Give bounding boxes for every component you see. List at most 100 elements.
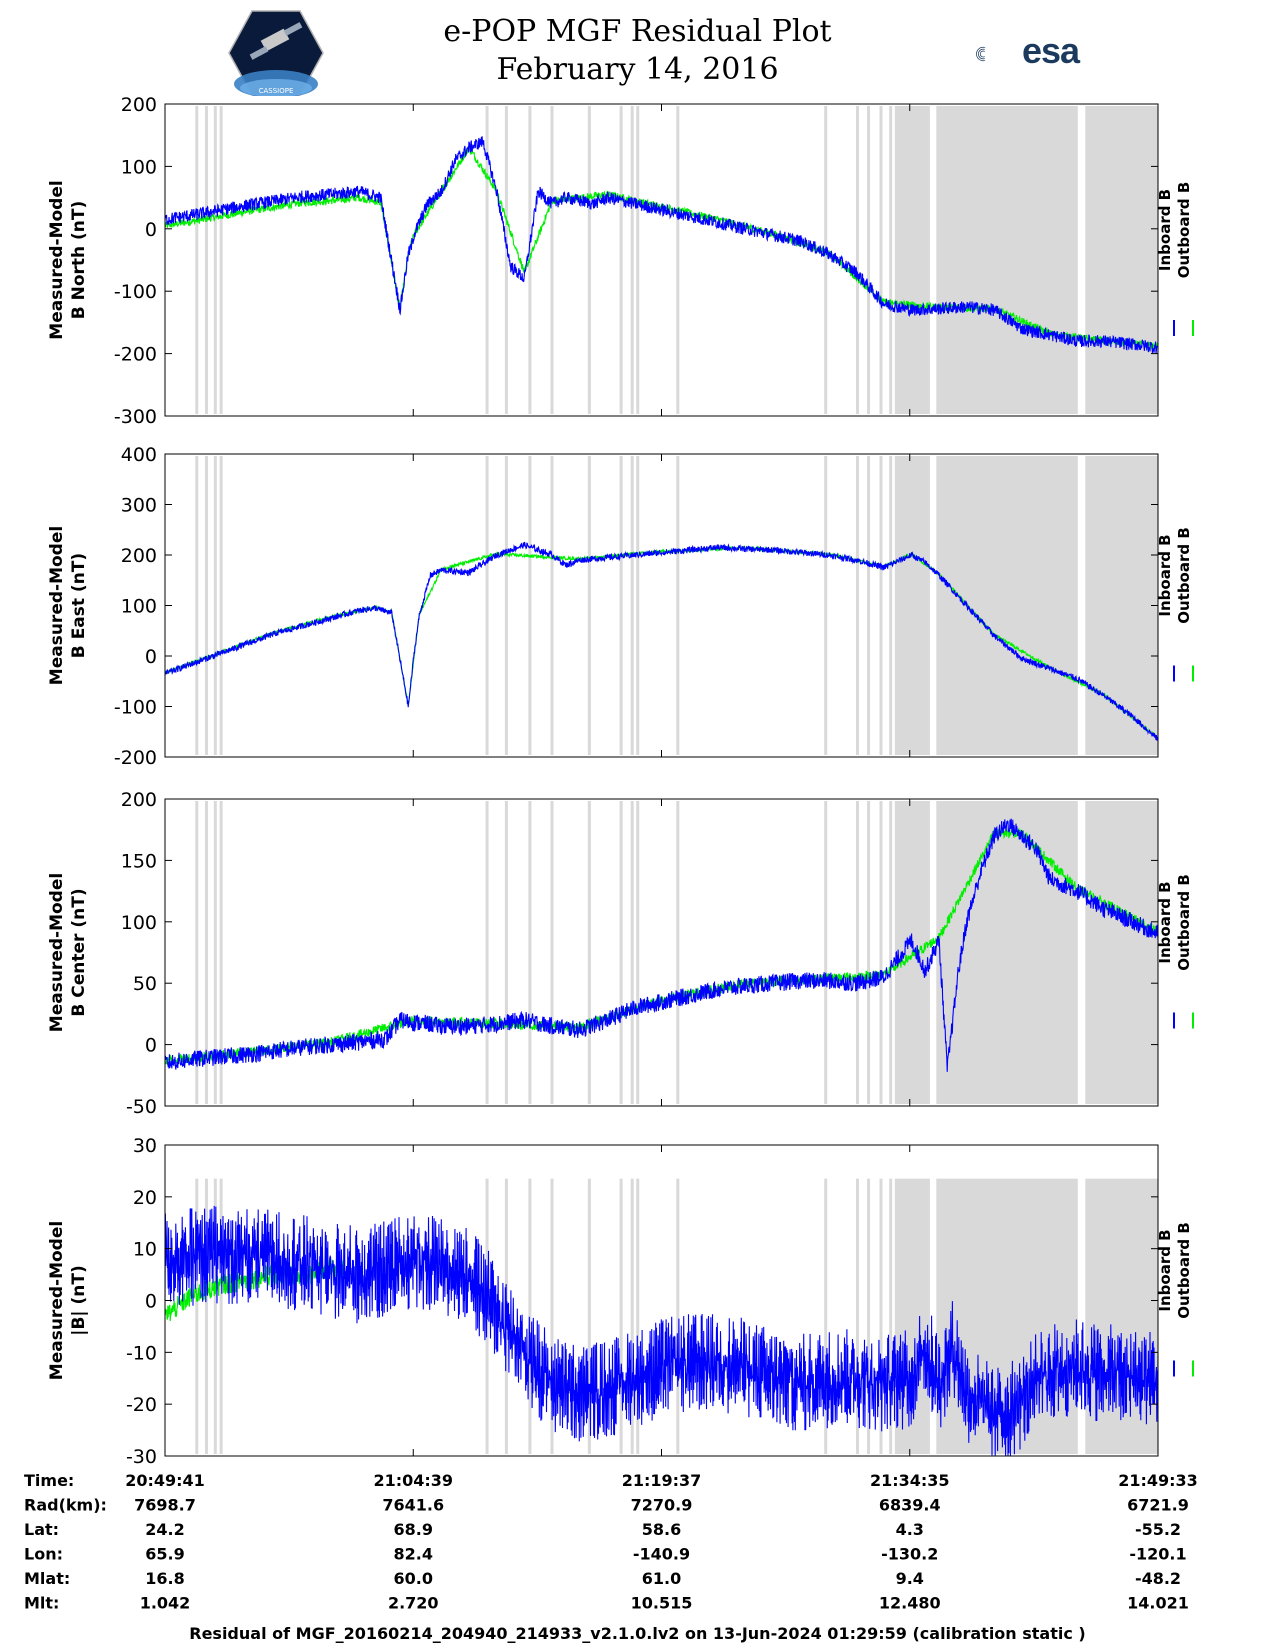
info-cell: 7270.9 [631,1496,693,1515]
gap-region [1085,106,1158,414]
legend-inboard-label: Inboard B [1156,881,1174,963]
y-tick-label: -200 [114,747,157,769]
gap-bar [504,456,508,755]
gap-bar [630,456,634,755]
chart-title: e-POP MGF Residual Plot [443,14,832,49]
y-axis-label-line2: |B| (nT) [69,1265,89,1336]
y-tick-label: 0 [145,1291,157,1313]
gap-bar [485,801,489,1104]
info-cell: 16.8 [145,1569,184,1588]
gap-bar [195,1178,199,1454]
gap-bar [676,456,680,755]
y-tick-label: 20 [133,1187,157,1209]
gap-bar [204,1178,208,1454]
gap-bar [504,801,508,1104]
gap-region [894,456,930,755]
gap-bar [856,801,860,1104]
gap-bar [219,456,223,755]
gap-bar [636,1178,640,1454]
legend-outboard-label: Outboard B [1175,874,1193,971]
info-cell: 4.3 [896,1520,924,1539]
y-tick-label: 200 [121,94,157,116]
gap-bar [619,801,623,1104]
gap-region [936,801,1078,1104]
y-tick-label: 200 [121,545,157,567]
footer-caption: Residual of MGF_20160214_204940_214933_v… [189,1624,1086,1643]
info-cell: 21:19:37 [622,1471,702,1490]
info-cell: 9.4 [896,1569,924,1588]
gap-bar [619,456,623,755]
gap-bar [587,1178,591,1454]
gap-region [1085,456,1158,755]
gap-bar [528,801,532,1104]
gap-bar [213,456,217,755]
info-cell: -130.2 [881,1545,938,1564]
gap-bar [824,456,828,755]
info-cell: -120.1 [1129,1545,1186,1564]
gap-bar [504,106,508,414]
gap-region [1085,801,1158,1104]
gap-bar [867,801,871,1104]
gap-bar [587,456,591,755]
gap-bar [219,801,223,1104]
gap-bar [879,106,883,414]
y-tick-label: 0 [145,219,157,241]
panel-4: 30 20 10 0 -10 -20 -30 Measured-Model |B| (nT) In… [47,1135,1194,1468]
gap-bar [889,106,893,414]
gap-bar [219,1178,223,1454]
gap-bar [867,106,871,414]
legend-inboard-label: Inboard B [1156,1229,1174,1311]
chart-date: February 14, 2016 [496,52,779,87]
info-cell: 21:34:35 [870,1471,950,1490]
info-cell: 60.0 [394,1569,433,1588]
gap-bar [219,106,223,414]
gap-bar [630,106,634,414]
y-tick-label: 400 [121,444,157,466]
info-row-label: Time: [24,1471,74,1490]
gap-region [894,106,930,414]
y-tick-label: 0 [145,1035,157,1057]
info-cell: 2.720 [388,1594,439,1613]
gap-bar [550,801,554,1104]
info-cell: 21:49:33 [1118,1471,1198,1490]
gap-bar [630,1178,634,1454]
y-tick-label: 200 [121,789,157,811]
gap-bar [204,106,208,414]
gap-bar [550,1178,554,1454]
y-tick-label: -100 [114,281,157,303]
info-cell: 82.4 [394,1545,433,1564]
gap-bar [587,106,591,414]
info-cell: 24.2 [145,1520,184,1539]
info-cell: 6721.9 [1127,1496,1189,1515]
gap-bar [213,1178,217,1454]
info-cell: 10.515 [631,1594,693,1613]
info-cell: 6839.4 [879,1496,941,1515]
gap-bar [676,801,680,1104]
y-tick-label: -20 [126,1394,157,1416]
gap-bar [867,1178,871,1454]
esa-logo-mark [976,46,993,62]
series-inboard-line [164,818,1159,1072]
info-cell: 68.9 [394,1520,433,1539]
gap-bar [619,1178,623,1454]
gap-bar [636,106,640,414]
y-tick-label: 150 [121,850,157,872]
y-tick-label: 100 [121,596,157,618]
gap-bar [889,1178,893,1454]
gap-bar [889,801,893,1104]
gap-bar [867,456,871,755]
info-row-label: Lon: [24,1545,63,1564]
gap-bar [485,106,489,414]
y-tick-label: -30 [126,1446,157,1468]
gap-region [936,106,1078,414]
legend-inboard-label: Inboard B [1156,189,1174,271]
gap-bar [195,801,199,1104]
gap-region [936,456,1078,755]
gap-bar [824,801,828,1104]
gap-bar [213,106,217,414]
gap-bar [550,456,554,755]
gap-bar [636,801,640,1104]
info-cell: -140.9 [633,1545,690,1564]
info-cell: 65.9 [145,1545,184,1564]
